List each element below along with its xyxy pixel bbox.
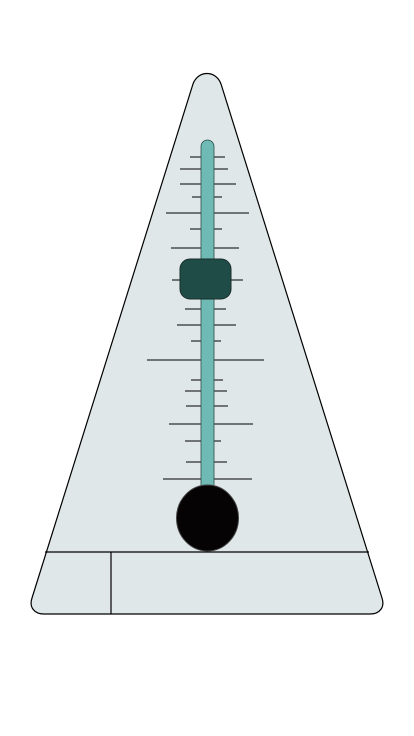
pendulum-rod[interactable]: [200, 139, 215, 521]
pendulum-bob[interactable]: [176, 484, 239, 552]
tempo-slider-weight[interactable]: [179, 258, 232, 300]
